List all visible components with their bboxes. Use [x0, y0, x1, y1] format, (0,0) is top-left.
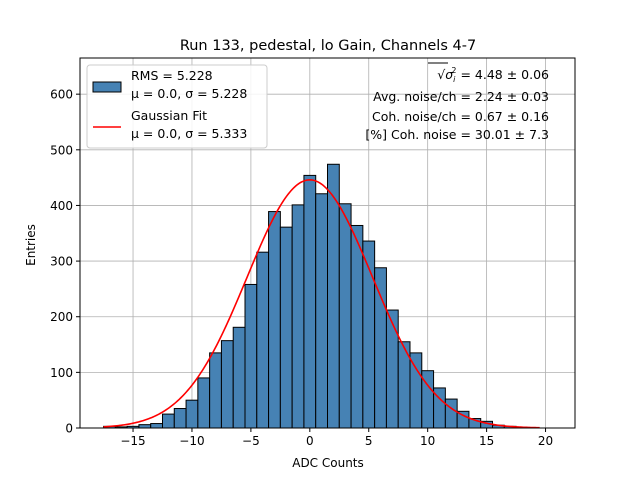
- histogram-bar: [338, 203, 352, 429]
- histogram-bar: [150, 423, 163, 429]
- legend: RMS = 5.228 μ = 0.0, σ = 5.228 Gaussian …: [86, 64, 268, 149]
- y-tick-label: 600: [50, 88, 73, 102]
- y-tick-label: 500: [50, 143, 73, 157]
- histogram-bar: [209, 352, 222, 429]
- legend-frame: [86, 64, 268, 149]
- histogram-bar: [350, 224, 364, 429]
- x-tick-label: 15: [479, 434, 494, 448]
- histogram-bar: [279, 226, 293, 429]
- x-axis-label: ADC Counts: [292, 456, 364, 470]
- histogram-bars: [103, 163, 529, 429]
- histogram-bar: [385, 309, 399, 429]
- noise-annotations: √σi2 = 4.48 ± 0.06 Avg. noise/ch = 2.24 …: [365, 62, 549, 142]
- histogram-bar: [268, 211, 281, 429]
- plot-frame: [79, 57, 576, 429]
- histogram-bar: [173, 408, 187, 429]
- histogram-bar: [256, 251, 270, 429]
- legend-entry-1-line-1: RMS = 5.228: [131, 68, 213, 83]
- histogram-bar: [444, 398, 458, 429]
- annotation-coh-noise-percent: [%] Coh. noise = 30.01 ± 7.3: [365, 127, 549, 142]
- y-tick-label: 400: [50, 199, 73, 213]
- histogram-bar: [162, 413, 175, 429]
- legend-histogram-swatch: [92, 81, 122, 93]
- histogram-bar: [291, 204, 305, 429]
- annotation-coh-noise: Coh. noise/ch = 0.67 ± 0.16: [372, 109, 549, 124]
- y-tick-label: 100: [50, 366, 73, 380]
- axes: [79, 57, 576, 429]
- legend-entry-2-line-2: μ = 0.0, σ = 5.333: [131, 126, 247, 141]
- histogram-bar: [197, 377, 211, 429]
- chart-title: Run 133, pedestal, lo Gain, Channels 4-7: [180, 38, 476, 54]
- y-tick-label: 300: [50, 255, 73, 269]
- x-tick-label: 10: [420, 434, 435, 448]
- legend-entry-2-line-1: Gaussian Fit: [131, 108, 207, 123]
- annotation-avg-noise: Avg. noise/ch = 2.24 ± 0.03: [373, 89, 549, 104]
- x-tick-label: −10: [179, 434, 204, 448]
- x-tick-label: 0: [306, 434, 314, 448]
- x-tick-label: 20: [538, 434, 553, 448]
- legend-entry-1-line-2: μ = 0.0, σ = 5.228: [131, 86, 247, 101]
- histogram-bar: [303, 174, 317, 429]
- x-tick-label: −5: [242, 434, 260, 448]
- histogram-bar: [244, 283, 258, 429]
- y-tick-label: 0: [65, 422, 73, 436]
- x-axis-ticks: −15 −10 −5 0 5 10 15 20: [120, 428, 553, 448]
- histogram-bar: [220, 340, 234, 429]
- y-axis-ticks: 0 100 200 300 400 500 600: [50, 88, 80, 436]
- y-axis-label: Entries: [24, 224, 38, 266]
- histogram-bar: [138, 424, 152, 429]
- histogram-bar: [185, 399, 199, 429]
- histogram-bar: [409, 352, 423, 429]
- histogram-bar: [315, 193, 329, 429]
- x-tick-label: −15: [120, 434, 145, 448]
- y-tick-label: 200: [50, 310, 73, 324]
- histogram-bar: [232, 326, 246, 429]
- gaussian-fit-curve: [103, 179, 540, 429]
- x-tick-label: 5: [365, 434, 373, 448]
- annotation-sqrt-sigma: √σi2 = 4.48 ± 0.06: [437, 66, 549, 84]
- histogram-bar: [374, 267, 387, 429]
